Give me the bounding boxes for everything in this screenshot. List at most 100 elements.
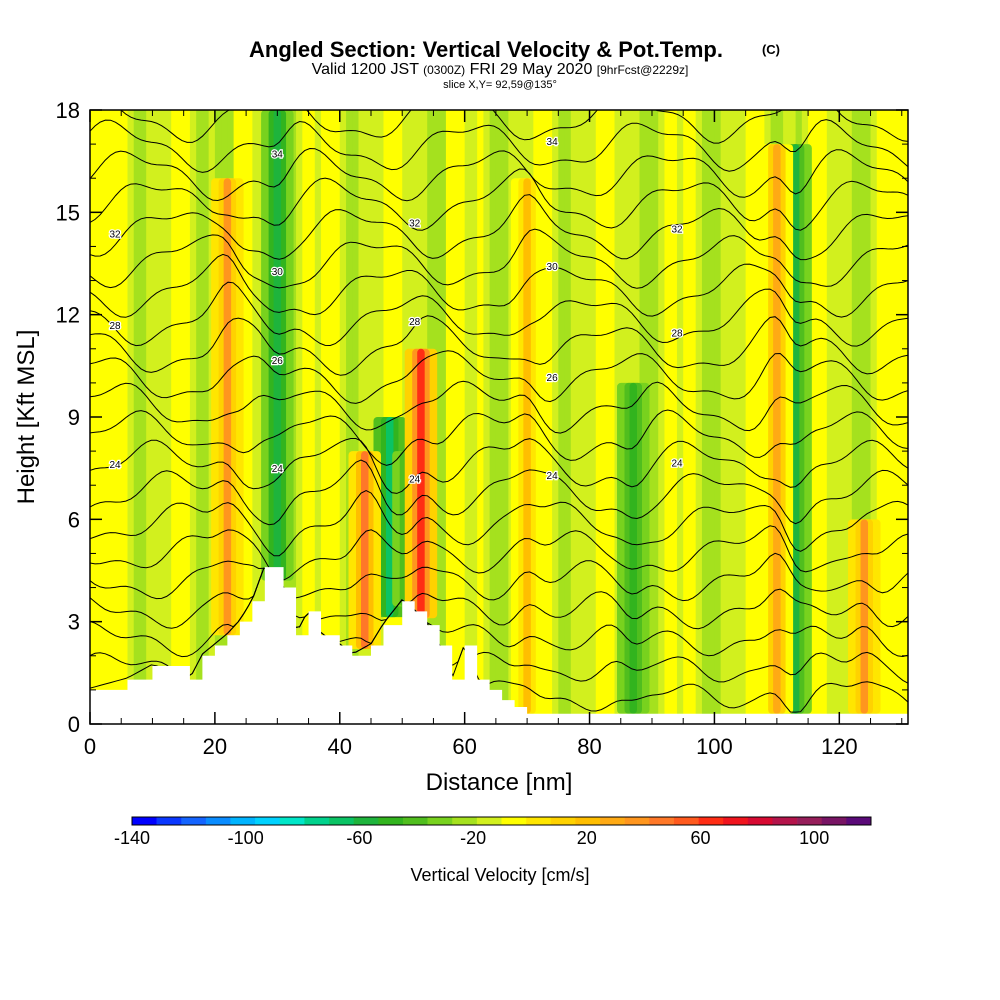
colorbar-ticks: -140 -100 -60 -20 20 60 100	[114, 828, 829, 848]
velocity-cell	[327, 110, 335, 724]
velocity-cell	[564, 110, 572, 724]
colorbar-segment	[649, 817, 675, 825]
subtitle-zone: (0300Z)	[423, 63, 465, 77]
colorbar-segment	[698, 817, 724, 825]
downdraft-column	[791, 144, 800, 714]
velocity-cell	[364, 110, 372, 724]
colorbar-tick-label: -60	[346, 828, 372, 848]
velocity-cell	[608, 110, 616, 724]
colorbar-tick-label: 100	[799, 828, 829, 848]
velocity-cell	[439, 110, 447, 724]
velocity-cell	[876, 110, 884, 724]
velocity-cell	[164, 110, 172, 724]
isentrope-line	[90, 438, 908, 494]
x-tick-label: 120	[821, 734, 858, 759]
velocity-cell	[670, 110, 678, 724]
colorbar-segment	[132, 817, 157, 825]
velocity-cell	[839, 110, 847, 724]
colorbar-segment	[402, 817, 428, 825]
isentrope-label: 30	[272, 267, 284, 278]
velocity-cell	[733, 110, 740, 724]
colorbar-segment	[476, 817, 502, 825]
chart-subtitle-slice: slice X,Y= 92,59@135°	[443, 79, 557, 91]
velocity-cell	[589, 110, 597, 724]
velocity-cell	[845, 110, 853, 724]
colorbar-tick-label: -100	[228, 828, 264, 848]
colorbar	[131, 816, 872, 826]
y-tick-label: 9	[68, 405, 80, 430]
updraft-column	[361, 451, 369, 649]
velocity-cell	[814, 110, 822, 724]
updraft-column	[417, 348, 425, 619]
velocity-cell	[102, 110, 110, 724]
colorbar-segment	[427, 817, 453, 825]
isentrope-label: 32	[109, 229, 121, 240]
y-axis: 0 3 6 9 12 15 18	[56, 98, 908, 737]
isentrope-line	[90, 552, 908, 602]
isentrope-line	[90, 315, 908, 376]
updraft-column	[223, 178, 232, 636]
colorbar-segment	[255, 817, 281, 825]
velocity-cell	[664, 110, 672, 724]
isentrope-line	[90, 119, 908, 173]
isentrope-line	[90, 567, 908, 630]
velocity-cell	[171, 110, 179, 724]
velocity-cell	[545, 110, 553, 724]
velocity-cell	[489, 110, 497, 724]
colorbar-segment	[378, 817, 404, 825]
velocity-cell	[127, 110, 135, 724]
colorbar-segment	[747, 817, 773, 825]
isentrope-line	[90, 168, 908, 231]
isentrope-label: 28	[109, 321, 121, 332]
plot-area	[90, 110, 908, 724]
velocity-cell	[851, 110, 859, 724]
colorbar-segment	[205, 817, 231, 825]
isentrope-line	[90, 350, 908, 404]
subtitle-date: FRI 29 May 2020	[470, 61, 593, 78]
velocity-cell	[864, 110, 872, 724]
subtitle-valid: Valid 1200 JST	[312, 61, 420, 78]
colorbar-segment	[353, 817, 379, 825]
isentrope-line	[90, 409, 908, 466]
downdraft-column	[385, 417, 394, 618]
colorbar-tick-label: -140	[114, 828, 150, 848]
y-tick-label: 3	[68, 610, 80, 635]
isentrope-label: 34	[547, 137, 559, 148]
isentrope-labels: 24 24 24 24 24 26 26 28 28 28 30 30 32 32 32 34 34	[108, 136, 684, 487]
colorbar-segment	[501, 817, 527, 825]
x-axis-label: Distance [nm]	[426, 769, 573, 796]
isentrope-label: 32	[409, 219, 421, 230]
isentrope-label: 28	[409, 317, 421, 328]
velocity-cell	[595, 110, 603, 724]
velocity-cell	[158, 110, 166, 724]
y-axis-label: Height [Kft MSL]	[13, 330, 40, 505]
velocity-cell	[714, 110, 722, 724]
chart-title: Angled Section: Vertical Velocity & Pot.…	[249, 37, 723, 62]
velocity-cell	[196, 110, 203, 724]
velocity-cell	[133, 110, 141, 724]
velocity-cell	[883, 110, 890, 724]
chart-subtitle: Valid 1200 JST (0300Z) FRI 29 May 2020 […	[312, 61, 689, 78]
x-tick-label: 80	[577, 734, 601, 759]
isentrope-label: 30	[547, 262, 559, 273]
colorbar-segment	[821, 817, 847, 825]
velocity-cell	[577, 110, 584, 724]
colorbar-segment	[772, 817, 798, 825]
velocity-cell	[445, 110, 453, 724]
isentrope-label: 34	[272, 150, 284, 161]
y-tick-label: 6	[68, 507, 80, 532]
y-tick-label: 15	[56, 200, 80, 225]
velocity-cell	[701, 110, 709, 724]
x-tick-label: 40	[328, 734, 352, 759]
colorbar-tick-label: 20	[577, 828, 597, 848]
terrain	[90, 567, 908, 724]
isentrope-line	[90, 253, 908, 318]
isentrope-line	[90, 228, 908, 289]
colorbar-frame	[131, 816, 872, 826]
velocity-cell	[833, 110, 840, 724]
velocity-cell	[470, 110, 478, 724]
velocity-cell	[858, 110, 865, 724]
velocity-cell	[552, 110, 559, 724]
y-tick-label: 0	[68, 712, 80, 737]
